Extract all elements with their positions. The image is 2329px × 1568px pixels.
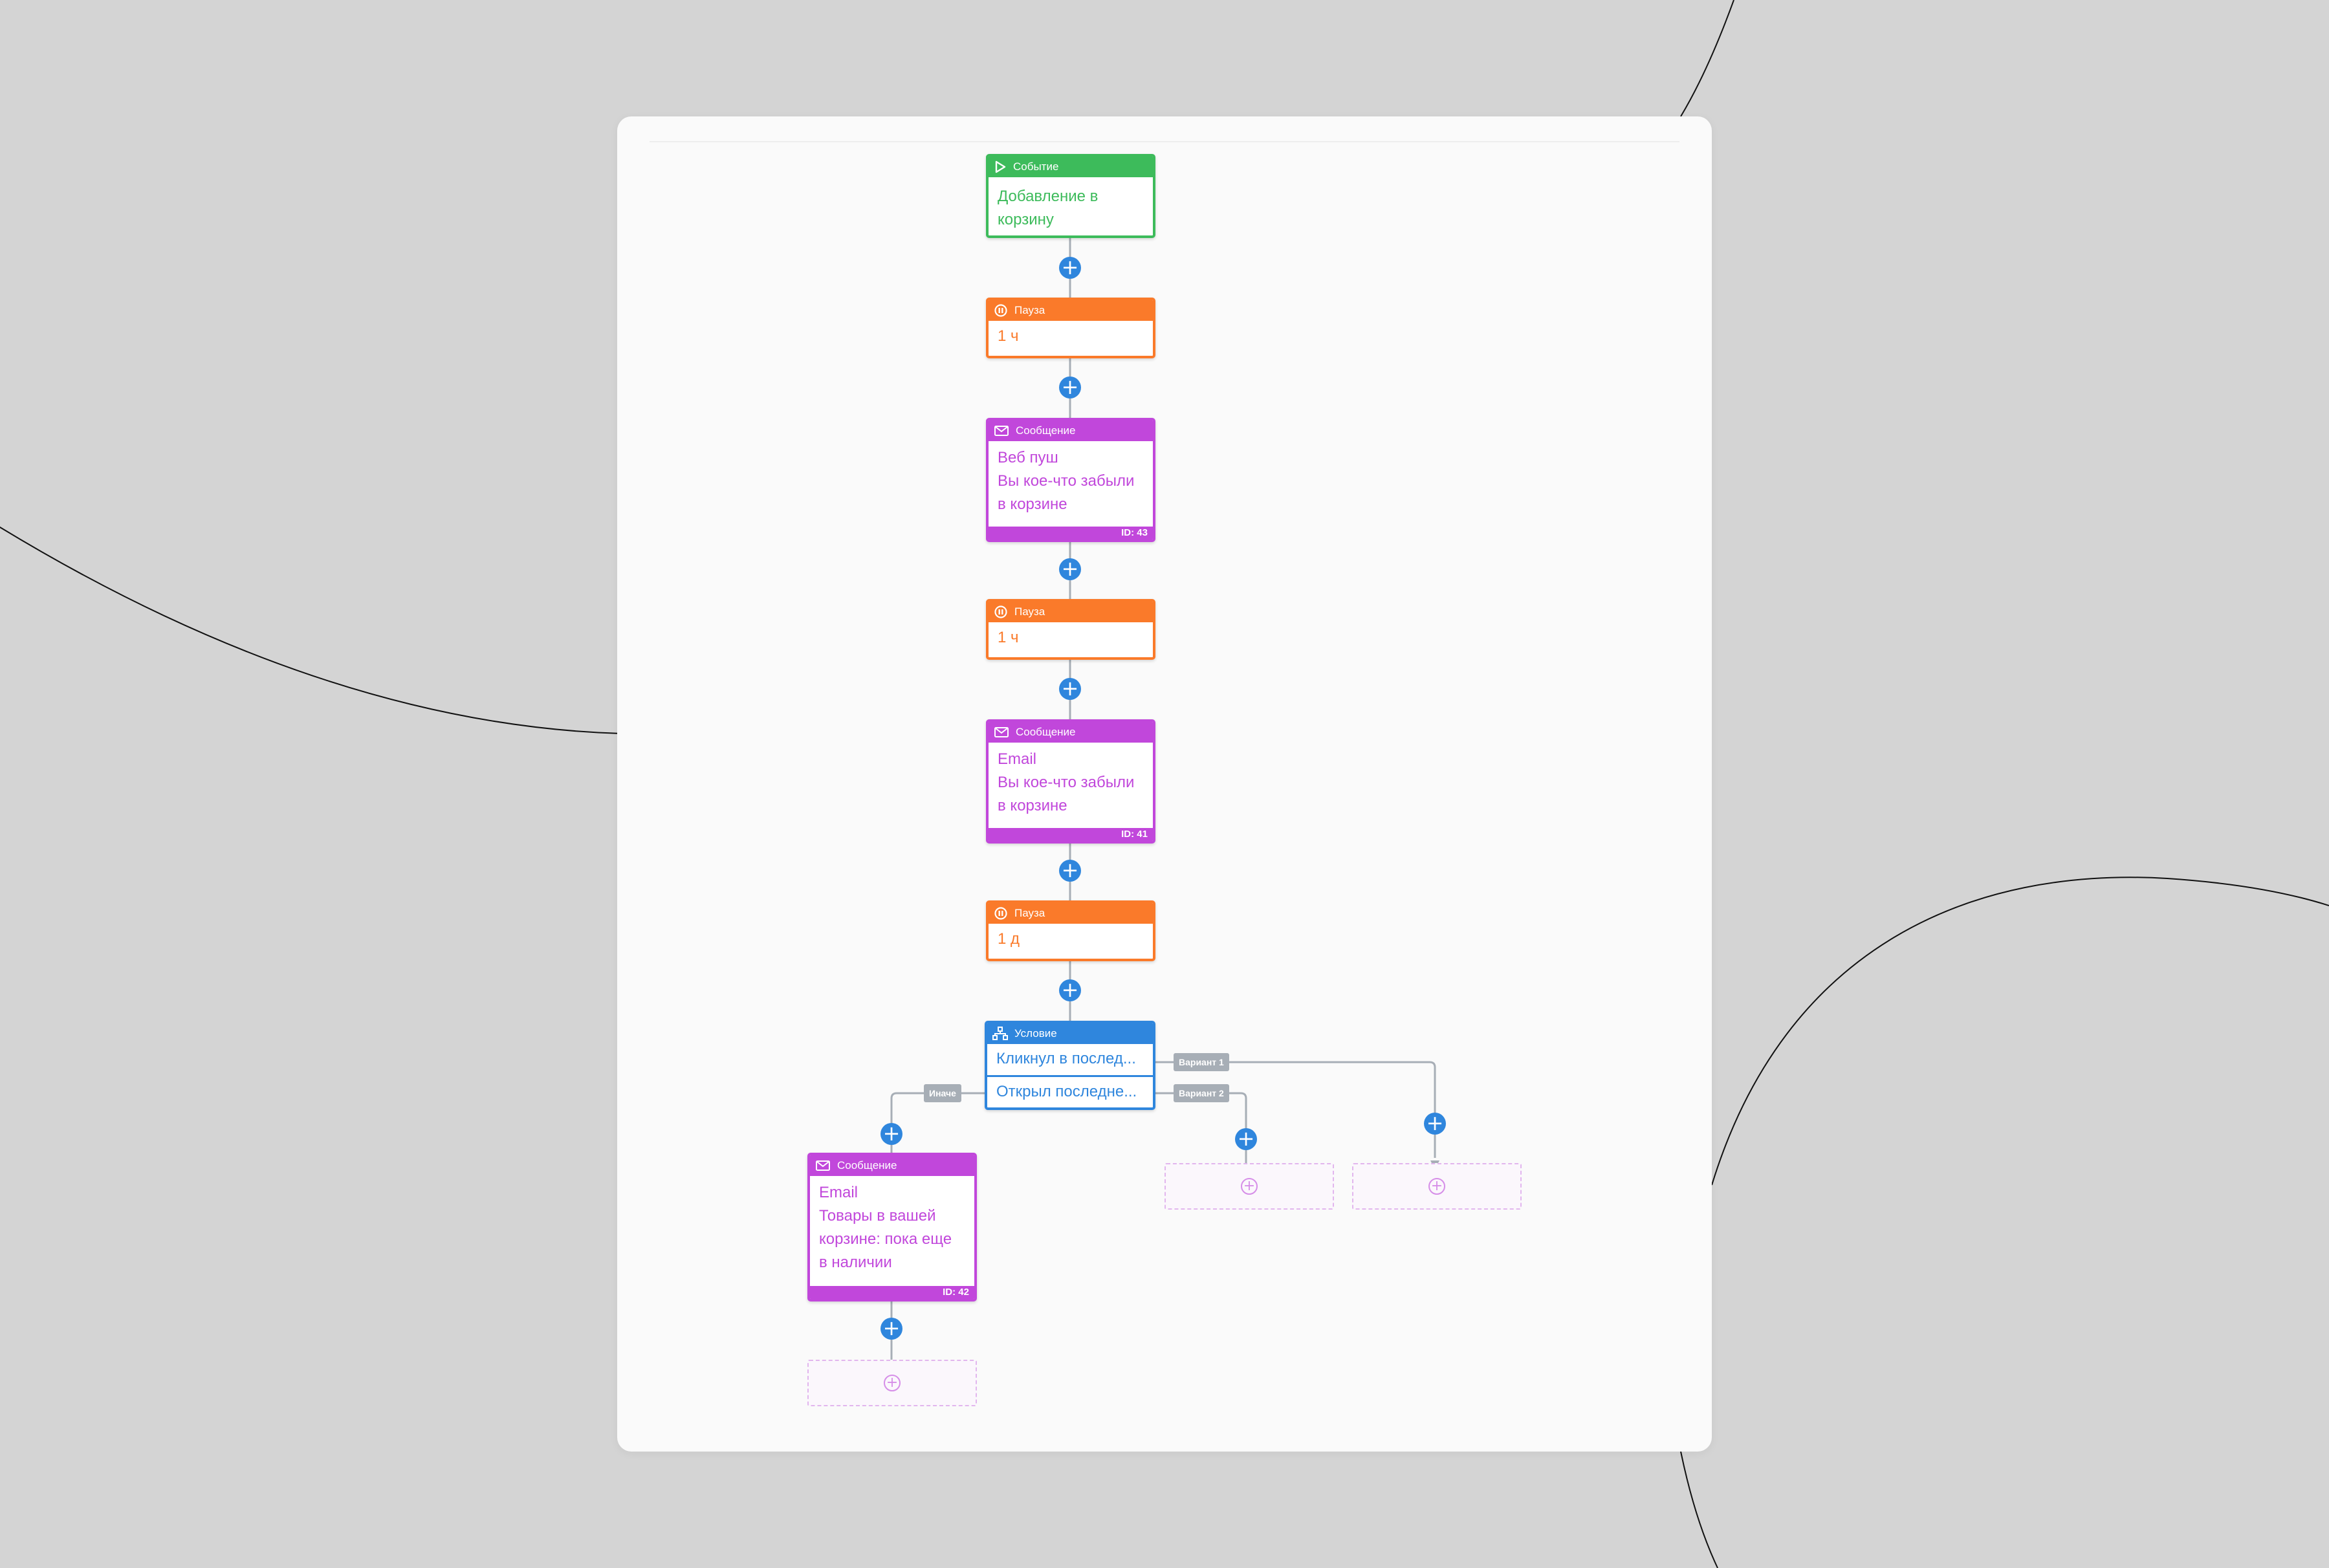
add-step-button[interactable]: + bbox=[1235, 1128, 1257, 1150]
branch-label-variant-1: Вариант 1 bbox=[1174, 1053, 1229, 1071]
message-line: Вы кое-что забыли bbox=[998, 774, 1135, 791]
message-node-title: Сообщение bbox=[1016, 726, 1076, 738]
add-step-button[interactable]: + bbox=[880, 1318, 902, 1340]
pause-node[interactable]: Пауза 1 д bbox=[986, 900, 1155, 961]
message-channel: Email bbox=[998, 750, 1037, 768]
envelope-icon bbox=[994, 426, 1009, 436]
plus-outline-icon[interactable]: + bbox=[884, 1375, 901, 1391]
message-node-body: Email Вы кое-что забыли в корзине bbox=[989, 743, 1153, 818]
message-node-body: Веб пуш Вы кое-что забыли в корзине bbox=[989, 441, 1153, 516]
message-channel: Email bbox=[819, 1184, 858, 1201]
add-step-button[interactable]: + bbox=[880, 1123, 902, 1145]
add-step-button[interactable]: + bbox=[1059, 979, 1081, 1001]
pause-node-value: 1 ч bbox=[998, 629, 1019, 646]
pause-node-title: Пауза bbox=[1014, 605, 1045, 618]
pause-node-value: 1 ч bbox=[998, 327, 1019, 345]
event-node-line: корзину bbox=[998, 211, 1054, 228]
add-step-button[interactable]: + bbox=[1059, 860, 1081, 882]
envelope-icon bbox=[994, 727, 1009, 737]
message-id-badge: ID: 42 bbox=[810, 1286, 974, 1299]
event-node-title: Событие bbox=[1013, 160, 1059, 173]
add-step-button[interactable]: + bbox=[1059, 257, 1081, 279]
empty-step-placeholder[interactable]: + bbox=[807, 1360, 977, 1406]
message-node[interactable]: Сообщение Email Вы кое-что забыли в корз… bbox=[986, 719, 1155, 844]
add-step-button[interactable]: + bbox=[1424, 1113, 1446, 1135]
pause-node-header: Пауза bbox=[989, 300, 1153, 321]
event-node-header: Событие bbox=[989, 157, 1153, 177]
pause-node-title: Пауза bbox=[1014, 907, 1045, 919]
pause-circle-icon bbox=[994, 605, 1007, 618]
canvas-card: Событие Добавление в корзину + Пауза 1 ч… bbox=[617, 116, 1712, 1452]
add-step-button[interactable]: + bbox=[1059, 376, 1081, 398]
message-node-body: Email Товары в вашей корзине: пока еще в… bbox=[810, 1176, 974, 1274]
message-node-header: Сообщение bbox=[989, 722, 1153, 743]
condition-node-title: Условие bbox=[1014, 1027, 1057, 1040]
pause-circle-icon bbox=[994, 304, 1007, 317]
envelope-icon bbox=[816, 1160, 830, 1171]
canvas-top-divider bbox=[650, 141, 1679, 142]
message-channel: Веб пуш bbox=[998, 449, 1058, 466]
pause-node[interactable]: Пауза 1 ч bbox=[986, 599, 1155, 660]
message-node-header: Сообщение bbox=[989, 420, 1153, 441]
message-node[interactable]: Сообщение Веб пуш Вы кое-что забыли в ко… bbox=[986, 418, 1155, 542]
plus-outline-icon[interactable]: + bbox=[1241, 1178, 1258, 1195]
pause-node-header: Пауза bbox=[989, 903, 1153, 924]
message-line: в корзине bbox=[998, 797, 1067, 814]
empty-step-placeholder[interactable]: + bbox=[1164, 1163, 1334, 1210]
message-line: Вы кое-что забыли bbox=[998, 472, 1135, 490]
branch-label-variant-2: Вариант 2 bbox=[1174, 1084, 1229, 1102]
event-node-body: Добавление в корзину bbox=[989, 177, 1153, 232]
message-id-badge: ID: 43 bbox=[989, 527, 1153, 539]
condition-row-divider bbox=[987, 1075, 1153, 1077]
pause-node-title: Пауза bbox=[1014, 304, 1045, 316]
plus-outline-icon[interactable]: + bbox=[1428, 1178, 1445, 1195]
condition-node-header: Условие bbox=[987, 1023, 1153, 1044]
message-node-title: Сообщение bbox=[1016, 424, 1076, 437]
connector-lines bbox=[887, 237, 1439, 1374]
pause-node-value: 1 д bbox=[998, 930, 1020, 948]
message-id-badge: ID: 41 bbox=[989, 828, 1153, 841]
event-node-line: Добавление в bbox=[998, 188, 1099, 205]
empty-step-placeholder[interactable]: + bbox=[1352, 1163, 1522, 1210]
condition-node[interactable]: Условие Кликнул в послед... Открыл после… bbox=[985, 1021, 1155, 1110]
condition-row-1[interactable]: Кликнул в послед... bbox=[996, 1050, 1136, 1067]
branch-label-else: Иначе bbox=[924, 1084, 961, 1102]
branch-icon bbox=[992, 1027, 1008, 1040]
message-line: корзине: пока еще bbox=[819, 1230, 952, 1248]
condition-row-2[interactable]: Открыл последне... bbox=[996, 1083, 1137, 1100]
pause-circle-icon bbox=[994, 907, 1007, 920]
pause-node-header: Пауза bbox=[989, 602, 1153, 622]
message-node-header: Сообщение bbox=[810, 1155, 974, 1176]
add-step-button[interactable]: + bbox=[1059, 678, 1081, 700]
message-node[interactable]: Сообщение Email Товары в вашей корзине: … bbox=[807, 1153, 977, 1301]
message-line: Товары в вашей bbox=[819, 1207, 936, 1225]
message-line: в корзине bbox=[998, 495, 1067, 513]
add-step-button[interactable]: + bbox=[1059, 558, 1081, 580]
pause-node[interactable]: Пауза 1 ч bbox=[986, 298, 1155, 358]
play-triangle-icon bbox=[995, 160, 1006, 173]
event-node[interactable]: Событие Добавление в корзину bbox=[986, 154, 1155, 238]
message-node-title: Сообщение bbox=[837, 1159, 897, 1171]
message-line: в наличии bbox=[819, 1254, 892, 1271]
